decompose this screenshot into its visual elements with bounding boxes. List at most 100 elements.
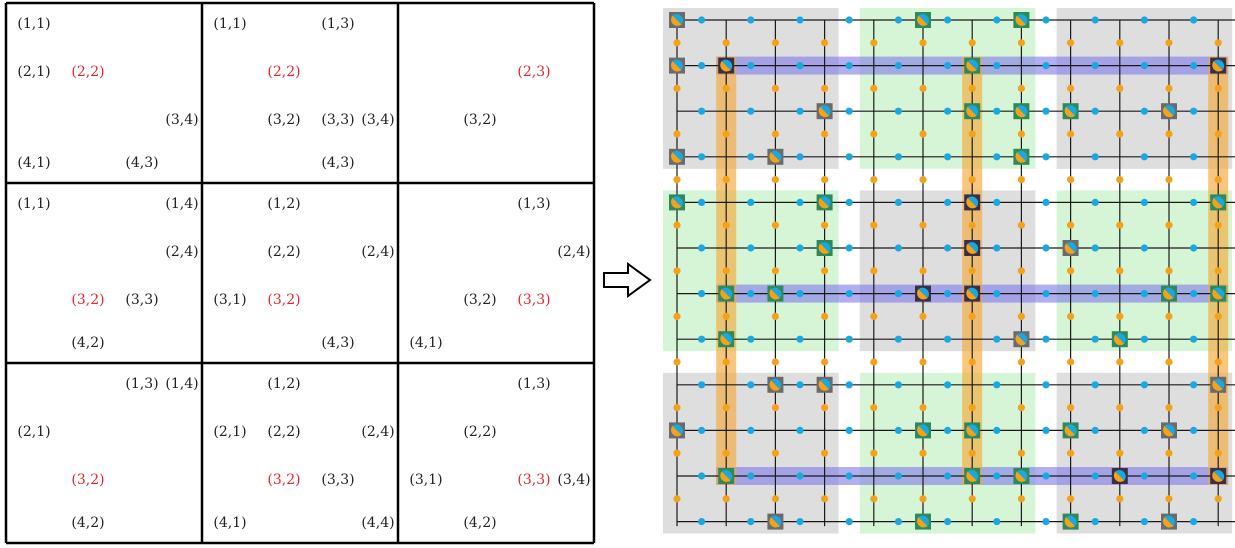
vertex-dot — [993, 381, 1001, 389]
edge-dot — [870, 84, 878, 92]
qubit-marker — [767, 513, 784, 530]
edge-dot — [968, 176, 976, 184]
index-label: (1,4) — [165, 196, 198, 212]
edge-dot — [1165, 221, 1173, 229]
qubit-marker — [816, 240, 833, 256]
vertex-dot — [796, 518, 804, 526]
green-block-region — [859, 8, 1036, 169]
vertex-dot — [1190, 62, 1198, 70]
qubit-marker — [1161, 422, 1177, 439]
edge-dot — [870, 312, 878, 320]
index-label: (4,1) — [213, 515, 246, 531]
vertex-dot — [993, 426, 1001, 434]
edge-dot — [1214, 267, 1222, 275]
qubit-half-blue — [1213, 378, 1225, 390]
edge-dot — [1116, 495, 1124, 503]
qubit-marker — [669, 12, 685, 28]
edge-dot — [1116, 449, 1124, 457]
vertex-dot — [845, 16, 853, 24]
vertex-dot — [1190, 107, 1198, 115]
qubit-half-orange — [1163, 289, 1174, 300]
vertex-dot — [845, 518, 853, 526]
vertex-dot — [993, 472, 1001, 480]
vertex-dot — [747, 290, 755, 298]
qubit-half-blue — [967, 470, 979, 481]
vertex-dot — [1190, 198, 1198, 206]
vertex-dot — [1190, 381, 1198, 389]
index-label: (2,2) — [267, 244, 300, 260]
edge-dot — [1165, 176, 1173, 184]
block-grid-diagram: (1,1) (2,1) (2,2) (3,4) (4,1) (4,3) (1,1) (1,3)… — [4, 1, 596, 545]
edge-dot — [821, 84, 829, 92]
edge-dot — [1067, 130, 1075, 138]
index-label: (1,3) — [517, 376, 550, 392]
qubit-half-orange — [671, 15, 682, 26]
qubit-half-orange — [1015, 334, 1026, 346]
vertex-dot — [1042, 198, 1050, 206]
edge-dot — [1017, 176, 1025, 184]
vertex-dot — [944, 472, 952, 480]
vertex-dot — [1140, 472, 1148, 480]
edge-dot — [919, 84, 927, 92]
vertex-dot — [796, 335, 804, 343]
vertex-dot — [944, 198, 952, 206]
vertex-dot — [1190, 290, 1198, 298]
edge-dot — [968, 358, 976, 366]
vertex-dot — [993, 518, 1001, 526]
vertex-dot — [993, 107, 1001, 115]
qubit-marker — [1013, 103, 1030, 120]
index-label: (3,4) — [165, 112, 198, 128]
edge-dot — [722, 176, 730, 184]
vertex-dot — [1042, 290, 1050, 298]
qubit-half-orange — [1113, 334, 1125, 346]
edge-dot — [968, 449, 976, 457]
edge-dot — [968, 404, 976, 412]
highlighted-index-label: (2,3) — [517, 64, 550, 80]
qubit-half-orange — [966, 471, 977, 482]
vertex-dot — [1190, 153, 1198, 161]
edge-dot — [870, 221, 878, 229]
edge-dot — [1214, 449, 1222, 457]
vertex-dot — [1091, 107, 1099, 115]
qubit-marker — [816, 194, 833, 211]
edge-dot — [771, 404, 779, 412]
qubit-markers-layer — [669, 12, 1227, 530]
gray-block-region — [663, 372, 839, 534]
qubit-half-orange — [1015, 15, 1026, 26]
vertex-dot — [1140, 381, 1148, 389]
index-label: (1,2) — [267, 376, 300, 392]
vertex-dot — [944, 107, 952, 115]
edge-dot — [919, 176, 927, 184]
edge-dot — [1116, 130, 1124, 138]
vertex-dot — [1140, 62, 1148, 70]
qubit-half-orange — [1212, 289, 1223, 300]
edge-dot — [1017, 495, 1025, 503]
edge-dot — [1067, 312, 1075, 320]
qubit-marker — [1013, 12, 1030, 28]
edge-dot — [1067, 449, 1075, 457]
edge-dot — [821, 358, 829, 366]
qubit-half-blue — [1115, 333, 1126, 344]
edge-dot — [968, 495, 976, 503]
edge-dot — [673, 130, 681, 138]
index-label: (4,3) — [125, 155, 158, 171]
vertex-dot — [1190, 16, 1198, 24]
edge-dot — [821, 130, 829, 138]
qubit-marker — [1161, 103, 1177, 120]
edge-dot — [771, 39, 779, 47]
qubit-marker — [669, 194, 685, 211]
qubit-half-blue — [672, 14, 683, 25]
qubit-half-blue — [918, 14, 929, 25]
vertex-dot — [993, 335, 1001, 343]
vertex-dot — [747, 472, 755, 480]
vertex-dot — [944, 16, 952, 24]
qubit-half-blue — [820, 242, 831, 253]
qubit-half-blue — [1016, 150, 1028, 162]
qubit-half-orange — [769, 517, 780, 528]
edge-dot — [1214, 404, 1222, 412]
qubit-marker — [964, 194, 981, 211]
highlighted-index-label: (2,2) — [71, 64, 104, 80]
vertex-dot — [698, 16, 706, 24]
edge-dot — [1017, 404, 1025, 412]
edge-dot — [919, 404, 927, 412]
